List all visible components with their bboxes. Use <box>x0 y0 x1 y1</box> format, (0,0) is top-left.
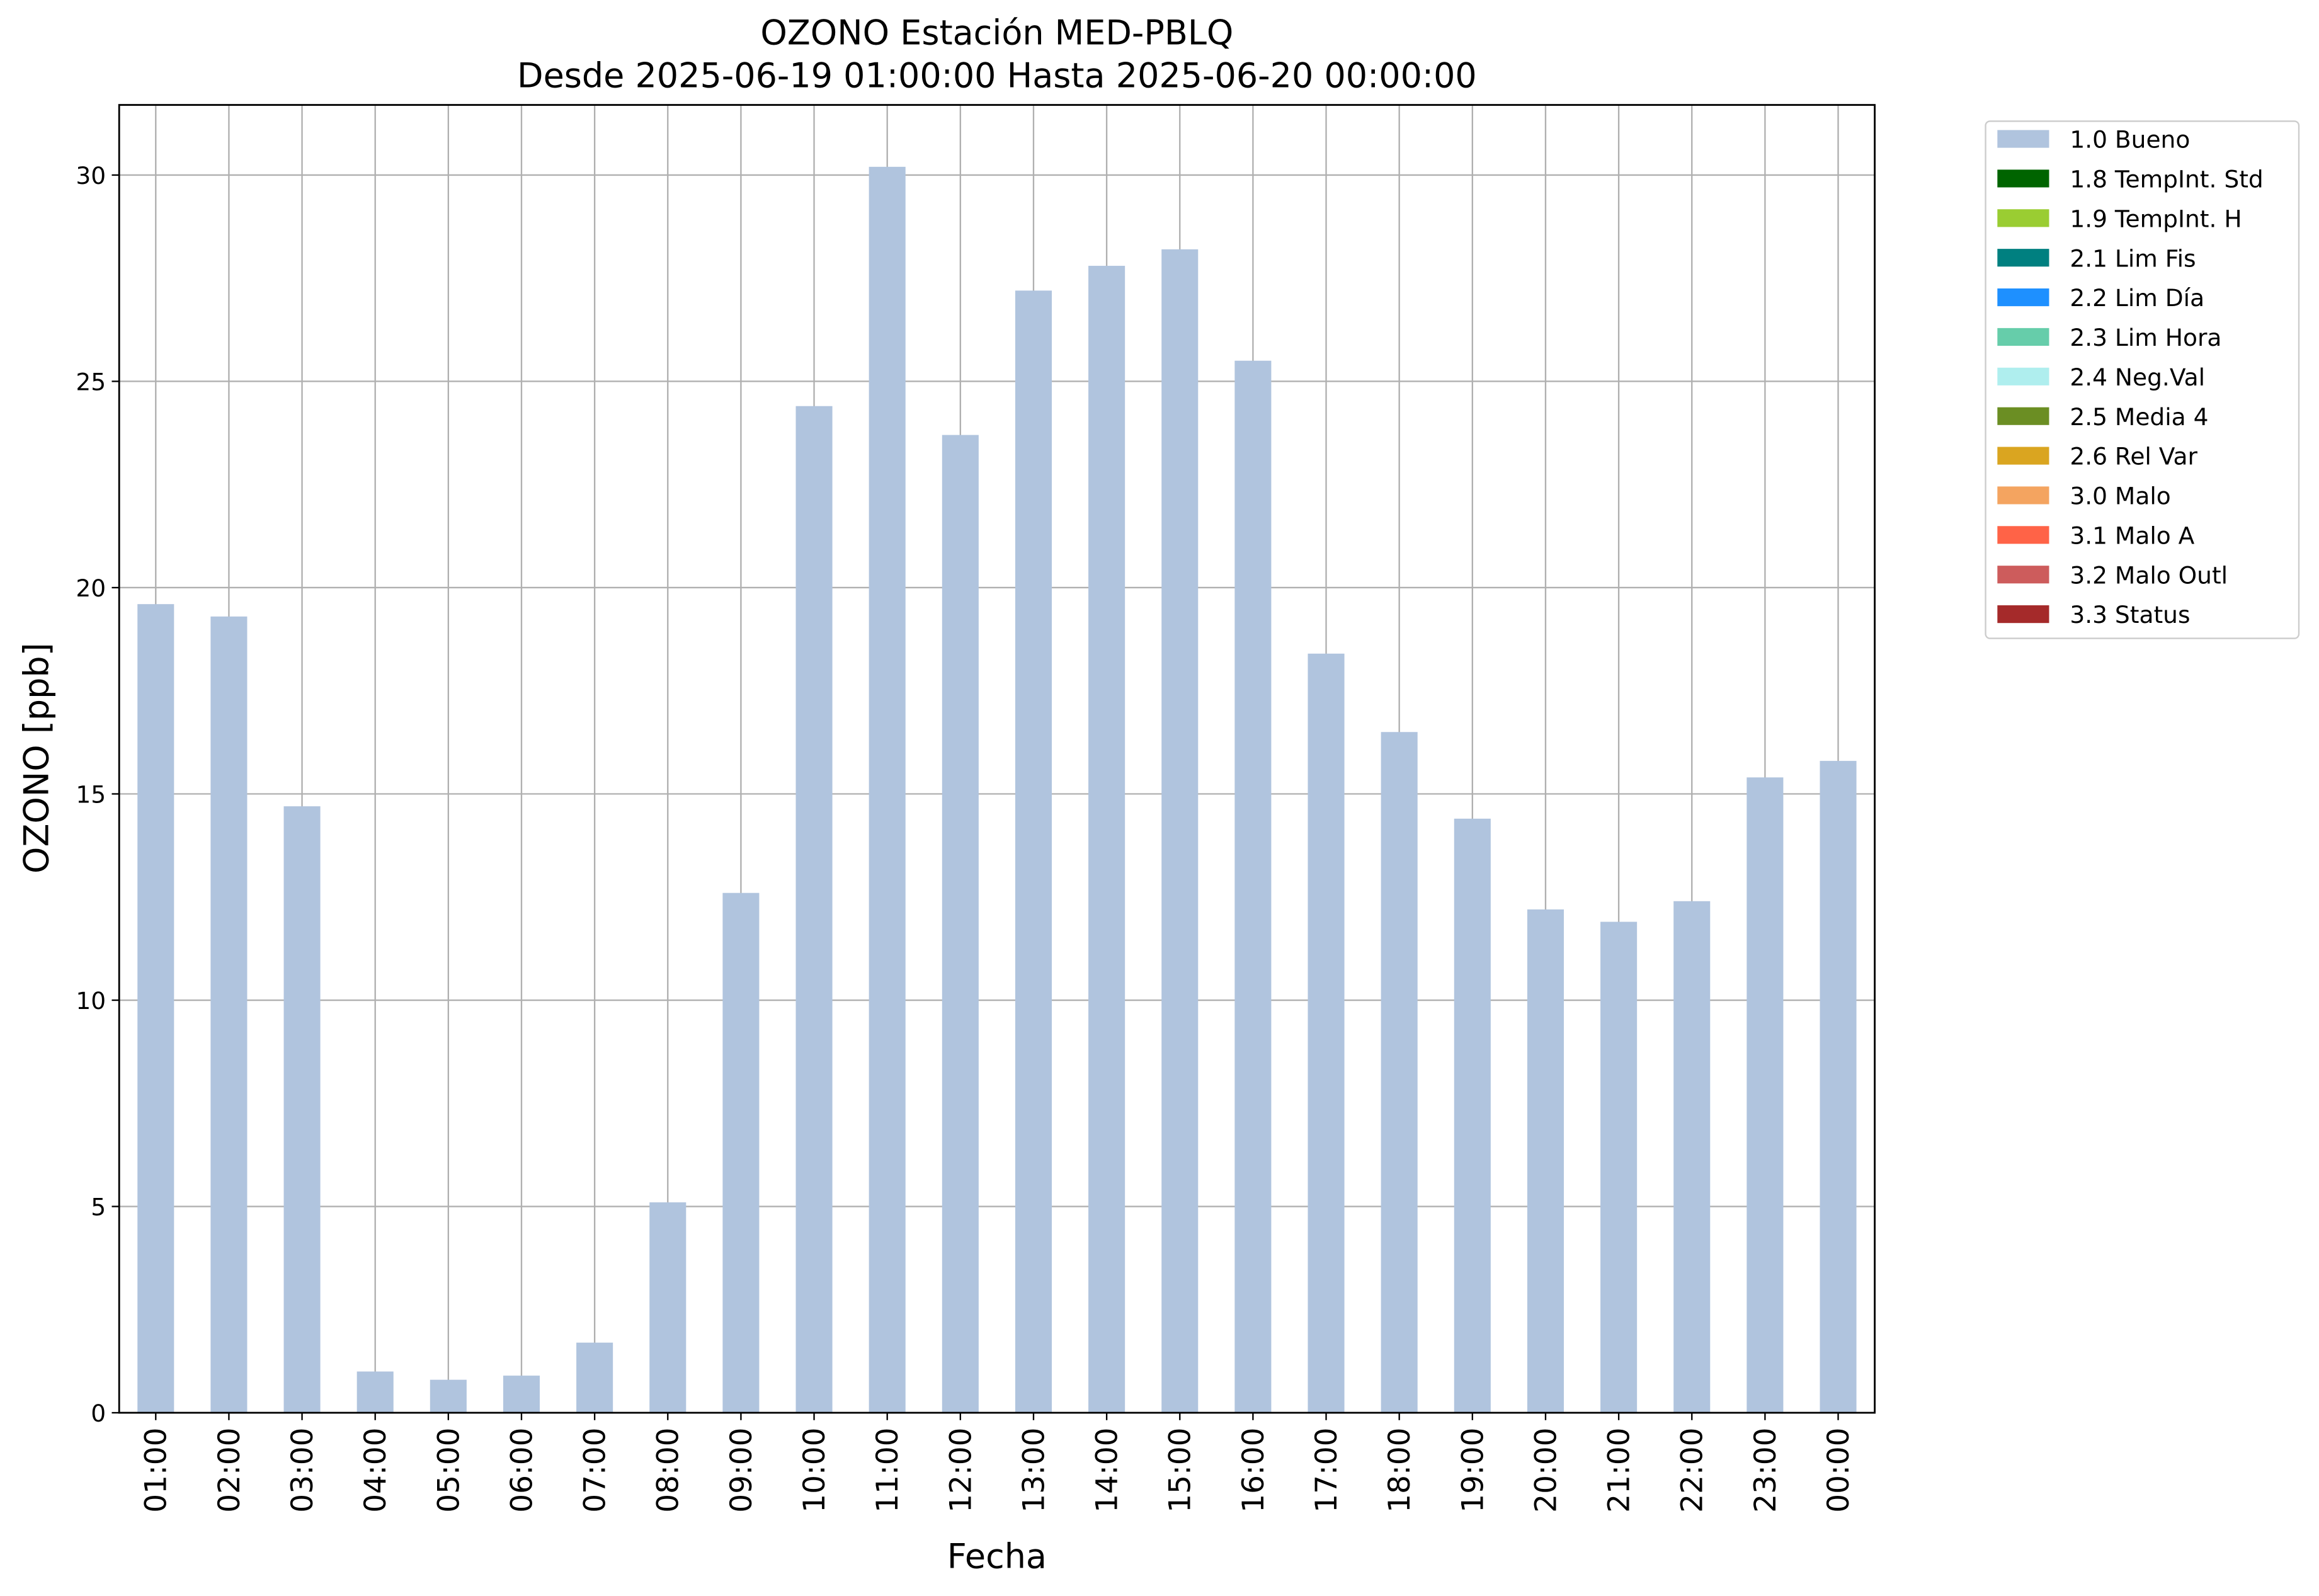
legend-swatch <box>1997 407 2049 425</box>
legend-swatch <box>1997 288 2049 307</box>
bar <box>283 806 321 1413</box>
x-tick-label: 22:00 <box>1675 1428 1710 1513</box>
y-tick-label: 10 <box>76 987 106 1015</box>
x-tick-label: 02:00 <box>212 1428 247 1513</box>
bar <box>649 1202 687 1413</box>
x-tick-label: 12:00 <box>943 1428 978 1513</box>
legend-swatch <box>1997 605 2049 624</box>
bar <box>1015 290 1052 1413</box>
x-tick-label: 03:00 <box>285 1428 320 1513</box>
x-tick-label: 21:00 <box>1602 1428 1637 1513</box>
bar <box>1527 909 1564 1413</box>
legend-swatch <box>1997 566 2049 584</box>
bar <box>503 1376 540 1413</box>
legend-swatch <box>1997 249 2049 267</box>
axes: 0 5 10 15 20 25 30 01:00 02:00 03:00 04:00 05:00 06:… <box>76 162 1856 1513</box>
legend: 1.0 Bueno 1.8 TempInt. Std 1.9 TempInt. H 2… <box>1997 126 2264 629</box>
bar <box>1381 732 1418 1413</box>
x-tick-label: 10:00 <box>797 1428 832 1513</box>
legend-box <box>1985 120 2300 639</box>
x-tick-label: 15:00 <box>1163 1428 1198 1513</box>
y-tick-label: 20 <box>76 574 106 602</box>
legend-swatch <box>1997 328 2049 346</box>
x-tick-label: 19:00 <box>1456 1428 1490 1513</box>
chart-title: OZONO Estación MED-PBLQ <box>760 13 1233 52</box>
x-tick-label: 00:00 <box>1821 1428 1856 1513</box>
x-tick-label: 11:00 <box>870 1428 905 1513</box>
y-axis-label: OZONO [ppb] <box>17 642 57 874</box>
legend-label: 2.6 Rel Var <box>2070 443 2197 470</box>
x-tick-label: 09:00 <box>724 1428 759 1513</box>
bar <box>1234 360 1272 1413</box>
legend-label: 2.1 Lim Fis <box>2070 244 2196 272</box>
legend-label: 2.3 Lim Hora <box>2070 324 2221 351</box>
x-axis-label: Fecha <box>947 1536 1047 1576</box>
bar <box>1454 818 1491 1413</box>
x-tick-label: 14:00 <box>1090 1428 1125 1513</box>
legend-label: 1.8 TempInt. Std <box>2070 166 2263 193</box>
x-tick-label: 06:00 <box>504 1428 539 1513</box>
legend-label: 3.3 Status <box>2070 601 2190 629</box>
legend-swatch <box>1997 169 2049 188</box>
bars <box>137 166 1857 1413</box>
plot-frame <box>118 104 1876 1414</box>
y-tick-label: 25 <box>76 368 106 396</box>
legend-swatch <box>1997 447 2049 465</box>
bar <box>869 166 906 1413</box>
legend-label: 3.2 Malo Outl <box>2070 561 2228 589</box>
legend-swatch <box>1997 367 2049 385</box>
x-tick-label: 18:00 <box>1382 1428 1417 1513</box>
legend-label: 2.4 Neg.Val <box>2070 363 2205 391</box>
x-tick-label: 13:00 <box>1017 1428 1051 1513</box>
legend-swatch <box>1997 526 2049 544</box>
legend-label: 3.1 Malo A <box>2070 522 2194 549</box>
x-tick-label: 08:00 <box>651 1428 686 1513</box>
bar <box>210 616 248 1413</box>
x-tick-label: 05:00 <box>431 1428 466 1513</box>
y-tick-label: 0 <box>91 1399 106 1427</box>
bar <box>795 406 833 1413</box>
x-tick-label: 16:00 <box>1236 1428 1271 1513</box>
bar <box>1088 266 1125 1413</box>
legend-swatch <box>1997 130 2049 148</box>
bar <box>1673 901 1711 1413</box>
legend-swatch <box>1997 486 2049 504</box>
legend-label: 2.2 Lim Día <box>2070 284 2204 312</box>
legend-swatch <box>1997 209 2049 227</box>
x-tick-label: 01:00 <box>139 1428 174 1513</box>
bar <box>1820 761 1857 1413</box>
bar <box>722 892 760 1413</box>
y-tick-label: 15 <box>76 781 106 809</box>
x-tick-label: 07:00 <box>578 1428 613 1513</box>
bar <box>576 1342 613 1413</box>
x-tick-label: 04:00 <box>358 1428 393 1513</box>
x-tick-label: 23:00 <box>1748 1428 1783 1513</box>
bar <box>1600 921 1638 1413</box>
bar <box>1308 653 1345 1413</box>
y-tick-label: 5 <box>91 1194 106 1221</box>
bar <box>1746 777 1784 1413</box>
y-tick-label: 30 <box>76 162 106 190</box>
bar <box>1161 249 1199 1413</box>
legend-label: 1.9 TempInt. H <box>2070 205 2242 232</box>
x-tick-label: 20:00 <box>1529 1428 1563 1513</box>
x-tick-label: 17:00 <box>1309 1428 1344 1513</box>
legend-label: 3.0 Malo <box>2070 482 2170 510</box>
legend-label: 1.0 Bueno <box>2070 126 2190 154</box>
chart-subtitle: Desde 2025-06-19 01:00:00 Hasta 2025-06-… <box>517 55 1477 95</box>
bar <box>942 435 979 1413</box>
bar <box>430 1379 467 1413</box>
legend-label: 2.5 Media 4 <box>2070 403 2208 431</box>
bar <box>137 604 174 1413</box>
bar <box>356 1371 394 1413</box>
